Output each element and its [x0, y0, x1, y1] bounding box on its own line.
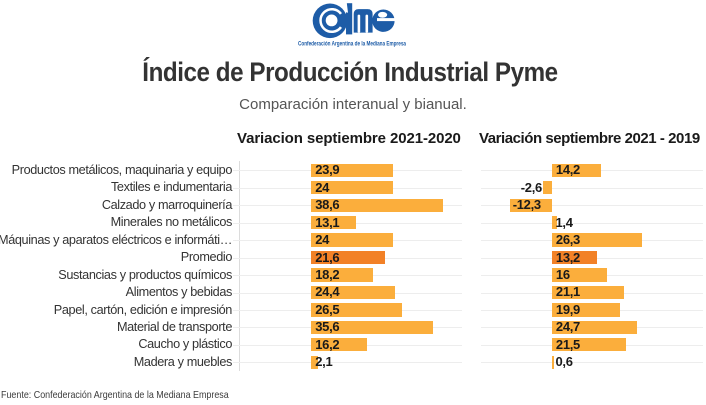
svg-text:Confederación Argentina de la: Confederación Argentina de la Mediana Em…	[298, 41, 406, 48]
